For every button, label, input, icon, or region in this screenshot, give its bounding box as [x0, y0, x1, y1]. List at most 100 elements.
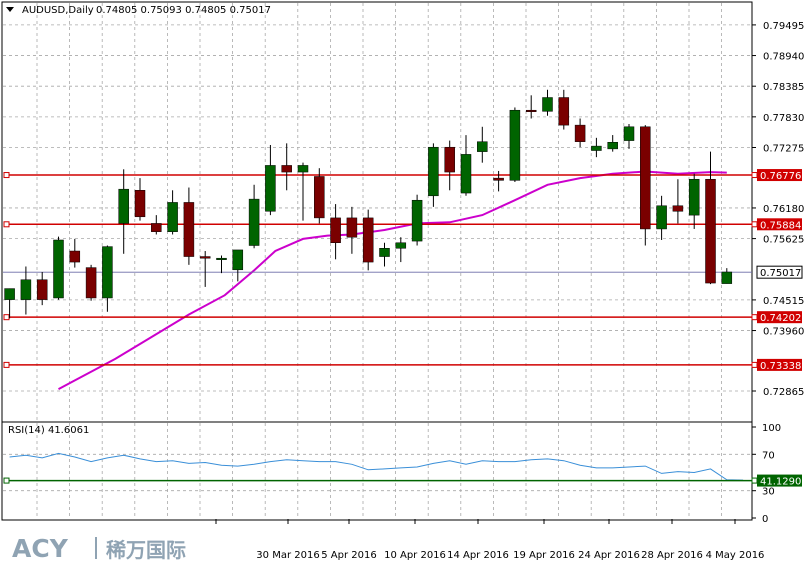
rsi-tick-label: 70 [762, 450, 775, 461]
chart-frame [1, 1, 753, 521]
candle-body [134, 190, 146, 218]
price-tick-label: 0.75625 [763, 235, 804, 246]
ohlc-values: 0.74805 0.75093 0.74805 0.75017 [96, 5, 271, 16]
rsi-tick-label: 30 [762, 487, 775, 498]
candle-body [591, 145, 602, 151]
level-handle [3, 221, 10, 228]
candle-body [118, 188, 129, 224]
level-price-tag [757, 358, 802, 371]
level-handle [3, 172, 10, 179]
rsi-level-tag-text: 41.1290 [760, 477, 801, 488]
level-handle [751, 172, 758, 179]
time-tick-label: 5 Apr 2016 [321, 550, 376, 561]
watermark-cn-text: 稀万国际 [106, 538, 186, 562]
rsi-panel [3, 452, 758, 484]
level-handle [3, 314, 10, 321]
candle-body [705, 178, 716, 284]
candle-body [607, 141, 618, 150]
price-tick-label: 0.73960 [763, 327, 804, 338]
candle-body [281, 165, 292, 173]
candle-body [460, 154, 472, 194]
chart-title: AUDUSD,Daily [22, 5, 94, 16]
candle-body [297, 165, 309, 173]
rsi-level-handle [751, 477, 758, 484]
dropdown-arrow-icon[interactable] [6, 7, 14, 12]
time-tick-label: 14 Apr 2016 [447, 550, 509, 561]
rsi-level-tag [757, 474, 802, 487]
watermark-brand: ACY [12, 534, 69, 563]
price-tick-label: 0.76180 [763, 204, 804, 215]
candle-body [102, 246, 113, 299]
candle-body [656, 205, 667, 230]
current-price-tag [756, 265, 803, 279]
time-tick-label: 30 Mar 2016 [256, 550, 319, 561]
candle-body [721, 271, 733, 284]
level-price-tag-text: 0.76776 [760, 171, 801, 182]
price-tick-label: 0.78385 [763, 82, 804, 93]
level-price-tag-text: 0.74202 [760, 313, 801, 324]
level-handle [751, 314, 758, 321]
candle-body [199, 256, 211, 259]
candle-body [395, 242, 407, 249]
candle-body [362, 217, 374, 263]
candle-body [477, 141, 488, 152]
candle-body [640, 126, 651, 230]
level-handle [751, 221, 758, 228]
candle-body [525, 109, 537, 112]
rsi-label: RSI(14) 41.6061 [8, 425, 89, 436]
level-price-tag-text: 0.73338 [760, 361, 801, 372]
level-handle [751, 361, 758, 368]
time-tick-label: 24 Apr 2016 [578, 550, 640, 561]
time-tick-label: 4 May 2016 [706, 550, 765, 561]
candle-body [411, 199, 423, 242]
candles [4, 89, 733, 319]
price-tick-label: 0.72865 [763, 387, 804, 398]
candle-body [183, 202, 195, 257]
candle-body [20, 279, 32, 300]
candle-body [623, 126, 635, 141]
price-tick-label: 0.77830 [763, 113, 804, 124]
level-price-tag [757, 169, 802, 182]
watermark-logo: ACY 稀万国际 [0, 528, 230, 572]
price-tick-label: 0.78940 [763, 52, 804, 63]
candle-body [672, 205, 684, 212]
candle-body [167, 202, 178, 232]
time-tick-label: 28 Apr 2016 [641, 550, 703, 561]
candle-body [444, 146, 455, 173]
horizontal-levels [3, 172, 758, 368]
candle-body [330, 217, 341, 243]
candle-body [428, 146, 439, 197]
rsi-tick-label: 100 [762, 423, 781, 434]
price-axis: 0.76776 0.75884 0.74202 0.73338 0.75017 0.794… [752, 21, 804, 525]
candle-body [232, 249, 244, 271]
candle-body [69, 250, 81, 263]
candle-body [379, 248, 390, 257]
price-tick-label: 0.77275 [763, 143, 804, 154]
level-handle [3, 361, 10, 368]
rsi-level-handle [3, 477, 10, 484]
candle-body [151, 223, 162, 232]
candle-body [248, 198, 260, 246]
candle-body [85, 267, 97, 299]
current-price-tag-text: 0.75017 [760, 268, 801, 279]
candle-body [346, 217, 358, 238]
time-tick-label: 19 Apr 2016 [513, 550, 575, 561]
candle-body [493, 177, 504, 181]
candle-body [558, 97, 570, 126]
watermark-divider [95, 537, 97, 559]
candle-body [4, 288, 15, 300]
level-price-tag [757, 218, 802, 231]
candle-body [265, 165, 276, 212]
candle-body [216, 257, 227, 260]
rsi-tick-label: 0 [762, 514, 768, 525]
price-tick-label: 0.74515 [763, 296, 804, 307]
rsi-line [9, 452, 744, 481]
candle-body [542, 97, 553, 112]
candle-body [688, 178, 700, 216]
candle-body [36, 279, 48, 300]
level-price-tag-text: 0.75884 [760, 220, 801, 231]
time-tick-label: 10 Apr 2016 [384, 550, 446, 561]
price-tick-label: 0.79495 [763, 21, 804, 32]
